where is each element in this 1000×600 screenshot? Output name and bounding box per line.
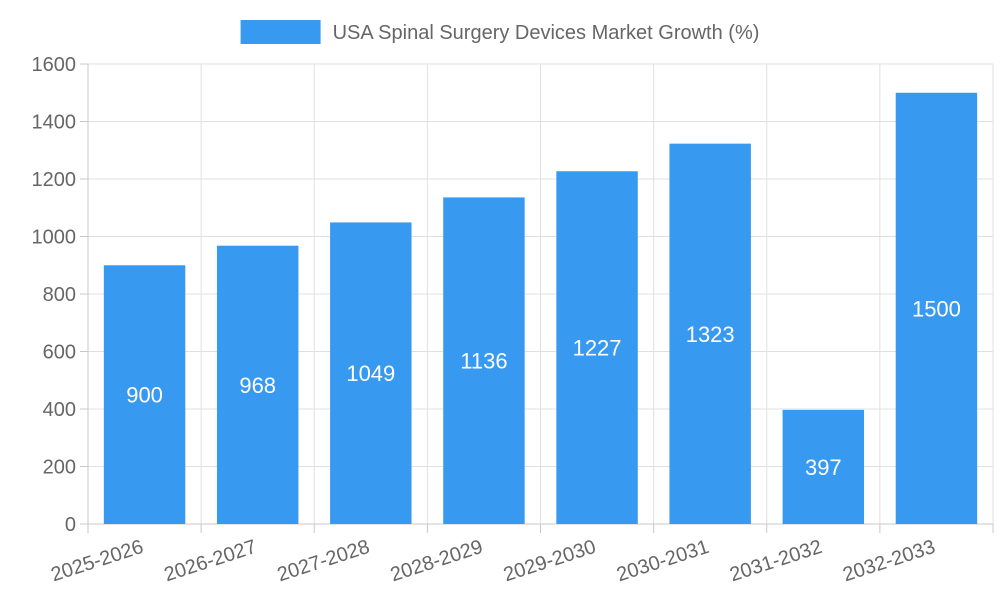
legend-label: USA Spinal Surgery Devices Market Growth… xyxy=(333,22,760,44)
y-tick-label: 0 xyxy=(65,514,76,536)
y-tick-label: 1000 xyxy=(32,227,77,249)
bar-value-label: 1049 xyxy=(346,361,395,386)
y-tick-label: 800 xyxy=(43,284,76,306)
bar-2025-2026[interactable] xyxy=(103,265,186,524)
y-tick-label: 1400 xyxy=(32,112,77,134)
y-tick-label: 1600 xyxy=(32,54,77,76)
bar-2030-2031[interactable] xyxy=(669,143,751,524)
bar-2026-2027[interactable] xyxy=(216,245,299,524)
y-tick-label: 400 xyxy=(43,399,76,421)
x-tick-label: 2025-2026 xyxy=(48,536,146,586)
x-axis-ticks: 2025-2026 2026-2027 2027-2028 2028-2029 2029… xyxy=(48,524,994,586)
x-tick-label: 2031-2032 xyxy=(727,536,825,586)
y-tick-label: 600 xyxy=(43,342,76,364)
bar-2031-2032[interactable] xyxy=(782,409,865,524)
y-tick-label: 1200 xyxy=(32,169,77,191)
bar-value-label: 1136 xyxy=(460,349,507,374)
bar-2032-2033[interactable] xyxy=(895,92,978,524)
x-tick-label: 2029-2030 xyxy=(501,536,599,586)
x-tick-label: 2026-2027 xyxy=(161,536,259,586)
bar-value-label: 1323 xyxy=(686,322,735,347)
bar-2029-2030[interactable] xyxy=(556,171,638,525)
x-tick-label: 2032-2033 xyxy=(840,536,938,586)
bar-2027-2028[interactable] xyxy=(330,222,412,524)
y-tick-label: 200 xyxy=(43,457,76,479)
bar-value-label: 968 xyxy=(239,373,276,398)
bar-value-label: 900 xyxy=(126,383,163,408)
bar-value-label: 1227 xyxy=(573,336,622,361)
y-axis-ticks: 0 200 400 600 800 1000 1200 1400 1600 xyxy=(32,54,88,536)
bars xyxy=(103,92,978,525)
legend-swatch xyxy=(240,20,321,44)
bar-value-label: 397 xyxy=(805,455,842,480)
bar-value-label: 1500 xyxy=(912,296,961,321)
legend[interactable]: USA Spinal Surgery Devices Market Growth… xyxy=(240,20,760,44)
data-labels: 900 968 1049 1136 1227 1323 397 1500 xyxy=(126,296,961,480)
x-tick-label: 2028-2029 xyxy=(388,536,486,586)
x-tick-label: 2027-2028 xyxy=(275,536,373,586)
bar-2028-2029[interactable] xyxy=(443,197,525,524)
x-tick-label: 2030-2031 xyxy=(614,536,712,586)
